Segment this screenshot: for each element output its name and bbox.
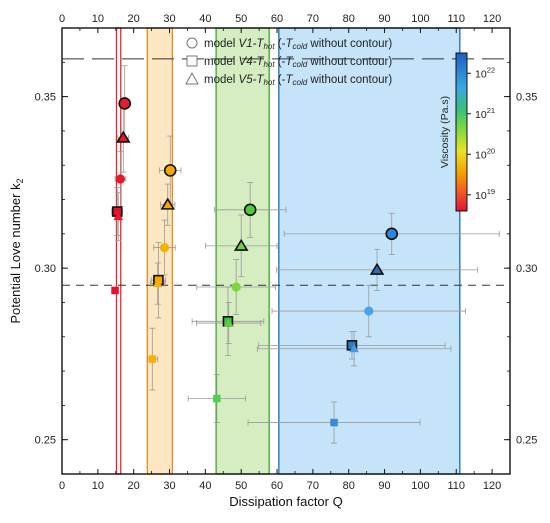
legend-entry: model V1-Thot (-Tcold without contour) (204, 38, 392, 51)
reference-lines (62, 58, 510, 286)
x-tick-label: 110 (447, 480, 465, 492)
x-tick-label: 50 (235, 480, 247, 492)
triangle-marker (369, 262, 385, 275)
y-tick-label-right: 0.30 (516, 263, 537, 275)
x-tick-label-top: 10 (92, 13, 104, 25)
legend-square-marker (186, 55, 198, 67)
x-tick-label-top: 120 (483, 13, 501, 25)
y-tick-label: 0.35 (35, 92, 56, 104)
y-tick-label-right: 0.25 (516, 435, 537, 447)
colorbar-tick-label: 1022 (475, 65, 495, 80)
y-tick-label: 0.30 (35, 263, 56, 275)
circle-marker (115, 174, 126, 184)
x-tick-label-top: 50 (235, 13, 247, 25)
range-bands (115, 27, 461, 475)
x-tick-label: 0 (59, 480, 65, 492)
colorbar-tick-label: 1020 (475, 146, 495, 161)
x-tick-label: 70 (307, 480, 319, 492)
data-points (111, 97, 399, 427)
range-band-blue (278, 27, 461, 475)
plot-frame (61, 27, 511, 475)
viscosity-colorbar: 1022 1021 1020 1019 Viscosity (Pa.s) (439, 52, 495, 212)
y-axis-title: Potential Love number k2 (8, 178, 25, 323)
legend-circle-marker (186, 37, 198, 49)
x-tick-label: 60 (271, 480, 283, 492)
triangle-marker (113, 212, 124, 221)
x-tick-label-top: 0 (59, 13, 65, 25)
y-axis-title-subscript: 2 (15, 178, 25, 183)
range-band-green (215, 27, 270, 475)
colorbar-tick-label: 1019 (475, 187, 495, 202)
legend-entry: model V5-Thot (-Tcold without contour) (204, 74, 392, 87)
x-tick-label-top: 30 (163, 13, 175, 25)
range-band-red (115, 27, 122, 475)
circle-marker (159, 242, 170, 253)
triangle-marker (223, 318, 234, 327)
square-marker (330, 418, 338, 427)
x-tick-label-top: 80 (343, 13, 355, 25)
triangle-marker (349, 344, 359, 353)
x-tick-label: 10 (92, 480, 104, 492)
x-tick-label-top: 100 (411, 13, 429, 25)
x-axis-title: Dissipation factor Q (229, 494, 342, 509)
x-tick-label: 100 (411, 480, 429, 492)
plot-border (61, 27, 511, 475)
circle-marker (118, 97, 132, 110)
x-tick-label-top: 90 (378, 13, 390, 25)
circle-marker (364, 306, 374, 316)
square-marker (148, 355, 157, 363)
triangle-marker (115, 130, 131, 143)
square-marker (213, 394, 221, 403)
x-tick-label-top: 40 (199, 13, 211, 25)
colorbar-label: Viscosity (Pa.s) (439, 96, 451, 168)
legend-triangle-marker (185, 71, 199, 85)
square-marker (111, 286, 119, 295)
legend: model V1-Thot (-Tcold without contour) mo… (185, 37, 392, 87)
circle-marker (163, 164, 177, 177)
x-tick-label: 30 (163, 480, 175, 492)
legend-entry: model V4-Thot (-Tcold without contour) (204, 56, 392, 69)
range-band-orange (146, 27, 174, 475)
y-tick-label-right: 0.35 (516, 92, 537, 104)
x-tick-label-top: 20 (128, 13, 140, 25)
x-tick-label-top: 70 (307, 13, 319, 25)
triangle-marker (160, 197, 176, 210)
x-tick-label: 80 (343, 480, 355, 492)
axis-ticks: 0010102020303040405050606070708080909010… (35, 13, 538, 492)
x-tick-label-top: 110 (447, 13, 465, 25)
x-tick-label: 120 (483, 480, 501, 492)
triangle-marker (152, 278, 163, 288)
circle-marker (385, 227, 399, 241)
x-tick-label: 40 (199, 480, 211, 492)
triangle-marker (233, 238, 249, 251)
y-axis-title-main: Potential Love number k (8, 183, 23, 324)
circle-marker (243, 203, 257, 217)
x-tick-label-top: 60 (271, 13, 283, 25)
colorbar-tick-label: 1021 (475, 106, 495, 121)
x-tick-label: 90 (378, 480, 390, 492)
circle-marker (231, 282, 241, 292)
y-tick-label: 0.25 (35, 435, 56, 447)
x-tick-label: 20 (128, 480, 140, 492)
colorbar-gradient (455, 52, 468, 212)
